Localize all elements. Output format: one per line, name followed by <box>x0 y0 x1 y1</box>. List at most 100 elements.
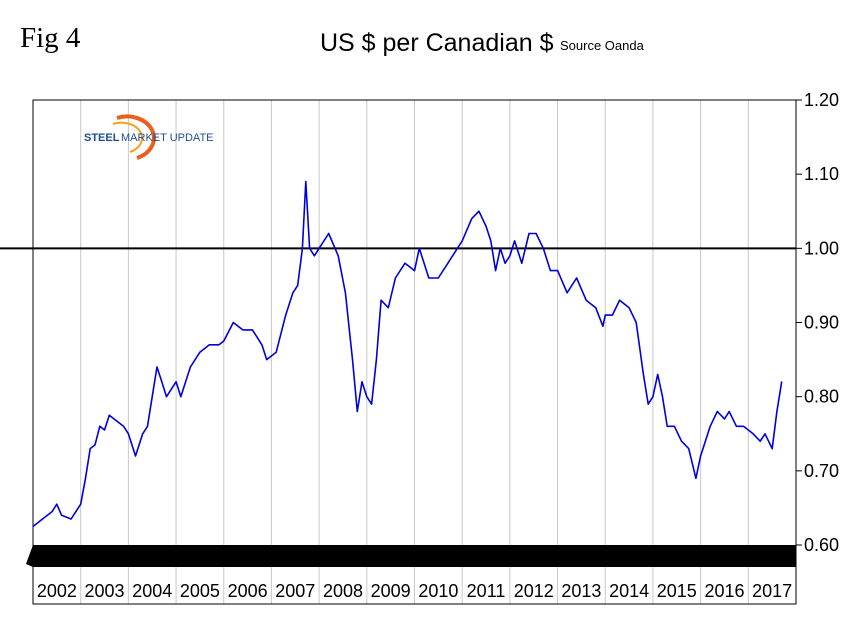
y-tick-label: 1.10 <box>804 164 839 184</box>
x-tick-label: 2009 <box>371 581 411 601</box>
data-point <box>509 255 511 257</box>
data-point <box>642 373 645 375</box>
data-point <box>647 403 649 405</box>
x-tick-label: 2016 <box>704 581 744 601</box>
data-point <box>328 232 330 235</box>
data-point <box>428 277 430 279</box>
x-tick-label: 2010 <box>418 581 458 601</box>
data-point <box>728 410 730 413</box>
y-tick-label: 0.80 <box>804 387 839 407</box>
x-tick-label: 2004 <box>132 581 172 601</box>
data-point <box>776 410 778 413</box>
data-point <box>404 262 406 264</box>
data-point <box>742 425 745 427</box>
y-tick-label: 1.20 <box>804 90 839 110</box>
data-point <box>118 422 120 424</box>
data-point <box>566 292 568 294</box>
data-point <box>261 344 263 346</box>
data-point <box>557 270 559 272</box>
data-point <box>318 247 320 249</box>
data-point <box>628 307 630 309</box>
data-point <box>218 344 220 346</box>
data-point <box>585 299 587 301</box>
data-point <box>344 292 346 294</box>
data-point <box>700 455 702 457</box>
x-tick-label: 2006 <box>228 581 268 601</box>
data-point <box>127 433 129 435</box>
data-point <box>495 270 497 272</box>
data-point <box>32 525 34 528</box>
data-point <box>99 425 101 427</box>
data-point <box>165 396 168 398</box>
data-point <box>161 381 163 383</box>
x-axis: 2002 2003 2004 2005 2006 2007 2008 2009 2010 2011… <box>37 581 792 601</box>
data-point <box>37 522 39 524</box>
data-point <box>602 325 604 327</box>
data-point <box>413 270 416 272</box>
data-point <box>208 344 210 346</box>
data-point <box>688 448 690 450</box>
figure-label: Fig 4 <box>20 22 81 54</box>
series-line <box>32 180 783 528</box>
data-point <box>103 429 106 431</box>
data-point <box>478 210 480 212</box>
data-point <box>499 247 501 249</box>
x-tick-label: 2007 <box>275 581 315 601</box>
data-point <box>394 277 396 279</box>
data-point <box>375 359 377 361</box>
data-point <box>313 255 315 257</box>
data-point <box>781 381 783 383</box>
data-point <box>735 425 738 427</box>
series-group <box>32 180 783 528</box>
data-point <box>242 329 244 331</box>
data-point <box>447 262 449 264</box>
data-point <box>673 425 676 427</box>
y-tick-label: 1.00 <box>804 238 839 258</box>
data-point <box>41 518 44 520</box>
data-point <box>275 351 277 353</box>
data-point <box>266 359 268 361</box>
data-point <box>666 425 668 427</box>
data-point <box>351 359 354 361</box>
data-point <box>156 366 158 368</box>
logo-swoosh-icon <box>116 114 156 160</box>
chart-subtitle: Source Oanda <box>560 38 644 53</box>
data-point <box>189 366 191 368</box>
data-point <box>142 433 144 435</box>
x-tick-label: 2003 <box>85 581 125 601</box>
steel-market-update-logo: STEEL MARKET UPDATE <box>84 114 214 160</box>
data-point <box>528 232 530 235</box>
data-point <box>146 425 149 427</box>
data-point <box>337 255 339 257</box>
data-point <box>89 448 91 450</box>
x-tick-label: 2002 <box>37 581 77 601</box>
data-point <box>56 503 58 505</box>
y-tick-label: 0.70 <box>804 461 839 481</box>
chart-title: US $ per Canadian $ <box>320 29 554 57</box>
plot-frame <box>32 99 797 605</box>
logo-text-steel: STEEL <box>84 132 120 144</box>
data-point <box>485 225 487 227</box>
data-point <box>175 381 177 383</box>
grid <box>80 100 749 604</box>
data-point <box>223 340 225 342</box>
data-point <box>285 314 287 316</box>
data-point <box>94 444 96 446</box>
data-point <box>619 299 621 301</box>
data-point <box>80 503 82 505</box>
logo-swoosh-inner-icon <box>112 121 143 153</box>
data-point <box>309 247 311 249</box>
data-point <box>723 418 726 420</box>
data-point <box>456 247 458 249</box>
data-point <box>151 396 153 398</box>
data-point <box>292 292 294 294</box>
data-point <box>361 381 363 383</box>
data-point <box>251 329 253 331</box>
data-point <box>764 433 766 435</box>
data-point <box>635 321 637 324</box>
data-point <box>356 410 358 413</box>
data-point <box>305 181 307 183</box>
x-tick-label: 2015 <box>657 581 697 601</box>
data-point <box>709 425 711 427</box>
